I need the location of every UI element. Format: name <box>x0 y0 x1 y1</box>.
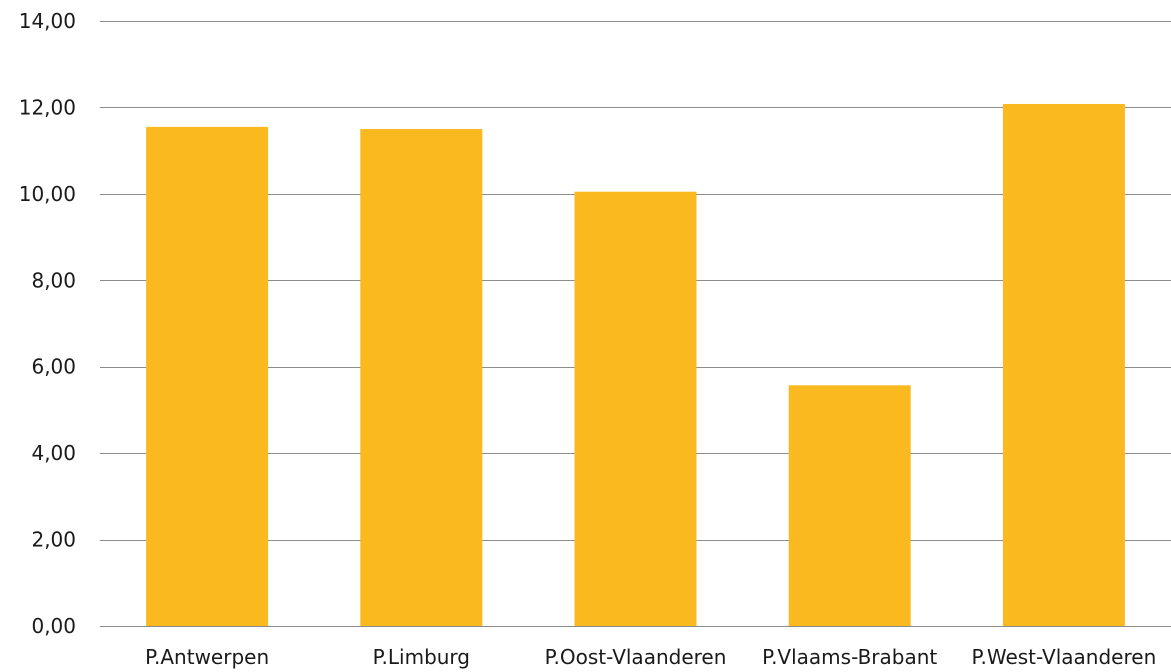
x-category-label: P.Limburg <box>373 645 470 669</box>
x-category-label: P.West-Vlaanderen <box>972 645 1157 669</box>
bar <box>574 191 697 627</box>
x-axis-category-labels: P.Antwerpen P.Limburg P.Oost-Vlaanderen P.V… <box>145 645 1156 669</box>
bar <box>1002 103 1125 626</box>
bar <box>360 129 483 627</box>
bar <box>788 385 911 626</box>
y-tick-label: 2,00 <box>31 528 76 552</box>
bar <box>146 126 269 626</box>
y-tick-label: 6,00 <box>31 355 76 379</box>
y-tick-label: 12,00 <box>19 95 76 119</box>
x-category-label: P.Antwerpen <box>145 645 269 669</box>
y-tick-label: 8,00 <box>31 268 76 292</box>
y-tick-label: 0,00 <box>31 614 76 638</box>
y-tick-label: 4,00 <box>31 441 76 465</box>
x-category-label: P.Vlaams-Brabant <box>762 645 937 669</box>
y-axis-tick-labels: 0,00 2,00 4,00 6,00 8,00 10,00 12,00 14,00 <box>19 9 76 638</box>
x-category-label: P.Oost-Vlaanderen <box>545 645 727 669</box>
y-tick-label: 10,00 <box>19 182 76 206</box>
bars <box>146 103 1125 627</box>
y-tick-label: 14,00 <box>19 9 76 33</box>
